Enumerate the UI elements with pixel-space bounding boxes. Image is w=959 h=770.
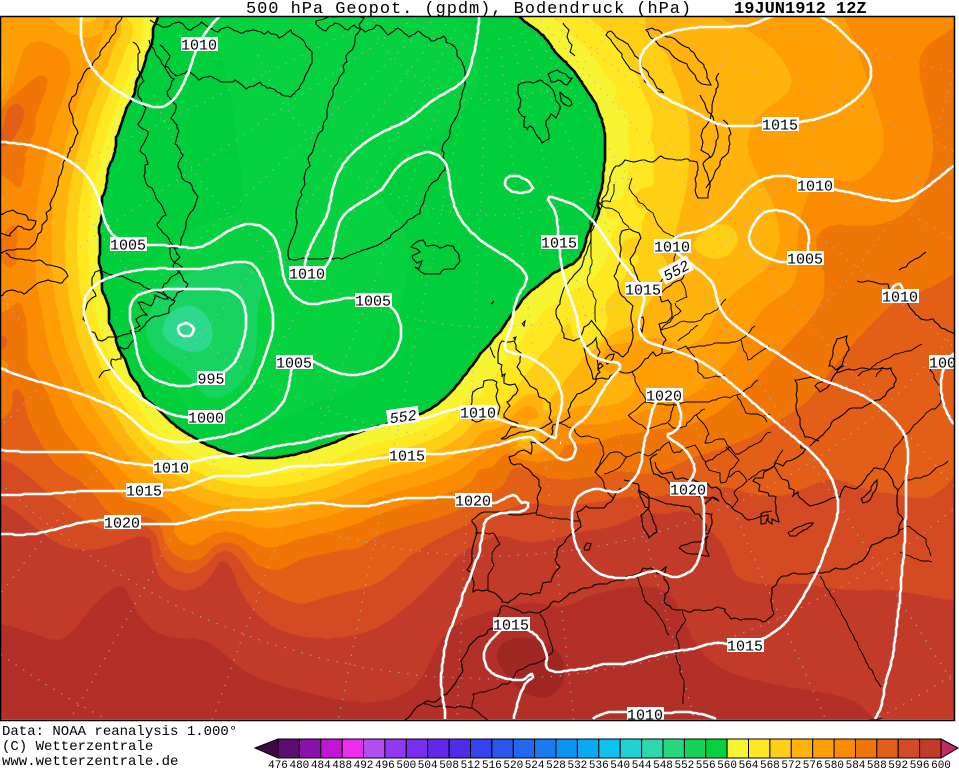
svg-text:516: 516 bbox=[482, 760, 502, 770]
svg-text:552: 552 bbox=[674, 760, 694, 770]
svg-text:540: 540 bbox=[610, 760, 630, 770]
svg-text:600: 600 bbox=[931, 760, 951, 770]
svg-text:556: 556 bbox=[696, 760, 716, 770]
svg-text:544: 544 bbox=[632, 760, 652, 770]
svg-text:588: 588 bbox=[867, 760, 887, 770]
svg-text:564: 564 bbox=[739, 760, 759, 770]
svg-text:1020: 1020 bbox=[646, 389, 682, 406]
svg-text:512: 512 bbox=[461, 760, 481, 770]
svg-text:1005: 1005 bbox=[276, 356, 312, 373]
svg-text:508: 508 bbox=[439, 760, 459, 770]
svg-text:1010: 1010 bbox=[153, 461, 189, 478]
svg-text:592: 592 bbox=[888, 760, 908, 770]
svg-text:524: 524 bbox=[525, 760, 545, 770]
svg-text:596: 596 bbox=[910, 760, 930, 770]
svg-text:1005: 1005 bbox=[110, 238, 146, 255]
svg-text:1020: 1020 bbox=[104, 516, 140, 533]
svg-text:548: 548 bbox=[653, 760, 673, 770]
svg-text:484: 484 bbox=[311, 760, 331, 770]
svg-text:1015: 1015 bbox=[727, 639, 763, 656]
svg-text:536: 536 bbox=[589, 760, 609, 770]
svg-text:1000: 1000 bbox=[188, 411, 224, 428]
svg-text:1010: 1010 bbox=[181, 38, 217, 55]
svg-text:580: 580 bbox=[824, 760, 844, 770]
svg-text:Data: NOAA reanalysis 1.000°: Data: NOAA reanalysis 1.000° bbox=[2, 724, 237, 740]
svg-text:(C) Wetterzentrale: (C) Wetterzentrale bbox=[2, 739, 153, 755]
svg-text:572: 572 bbox=[781, 760, 801, 770]
svg-text:552: 552 bbox=[389, 408, 418, 429]
svg-text:576: 576 bbox=[803, 760, 823, 770]
svg-text:19JUN1912 12Z: 19JUN1912 12Z bbox=[734, 0, 867, 19]
svg-text:995: 995 bbox=[197, 372, 224, 389]
svg-text:500 hPa Geopot. (gpdm), Bodend: 500 hPa Geopot. (gpdm), Bodendruck (hPa) bbox=[246, 0, 692, 19]
svg-text:528: 528 bbox=[546, 760, 566, 770]
svg-text:1015: 1015 bbox=[126, 484, 162, 501]
svg-text:1015: 1015 bbox=[541, 236, 577, 253]
svg-text:560: 560 bbox=[717, 760, 737, 770]
svg-text:488: 488 bbox=[332, 760, 352, 770]
svg-text:476: 476 bbox=[268, 760, 288, 770]
svg-text:1010: 1010 bbox=[627, 708, 663, 725]
svg-text:504: 504 bbox=[418, 760, 438, 770]
svg-text:1010: 1010 bbox=[289, 267, 325, 284]
svg-text:1005: 1005 bbox=[929, 356, 959, 373]
svg-text:1010: 1010 bbox=[882, 290, 918, 307]
svg-text:492: 492 bbox=[354, 760, 374, 770]
svg-text:1010: 1010 bbox=[460, 406, 496, 423]
svg-text:520: 520 bbox=[503, 760, 523, 770]
svg-text:1015: 1015 bbox=[762, 118, 798, 135]
svg-text:496: 496 bbox=[375, 760, 395, 770]
svg-text:1010: 1010 bbox=[654, 240, 690, 257]
svg-text:532: 532 bbox=[567, 760, 587, 770]
svg-text:1020: 1020 bbox=[455, 494, 491, 511]
svg-text:584: 584 bbox=[846, 760, 866, 770]
svg-text:1005: 1005 bbox=[355, 294, 391, 311]
svg-text:1015: 1015 bbox=[493, 618, 529, 635]
svg-text:1010: 1010 bbox=[797, 179, 833, 196]
svg-text:480: 480 bbox=[289, 760, 309, 770]
svg-text:1015: 1015 bbox=[625, 283, 661, 300]
svg-text:www.wetterzentrale.de: www.wetterzentrale.de bbox=[2, 754, 178, 770]
svg-text:568: 568 bbox=[760, 760, 780, 770]
svg-text:1005: 1005 bbox=[787, 252, 823, 269]
svg-text:1020: 1020 bbox=[670, 483, 706, 500]
svg-text:1015: 1015 bbox=[389, 449, 425, 466]
svg-text:500: 500 bbox=[396, 760, 416, 770]
